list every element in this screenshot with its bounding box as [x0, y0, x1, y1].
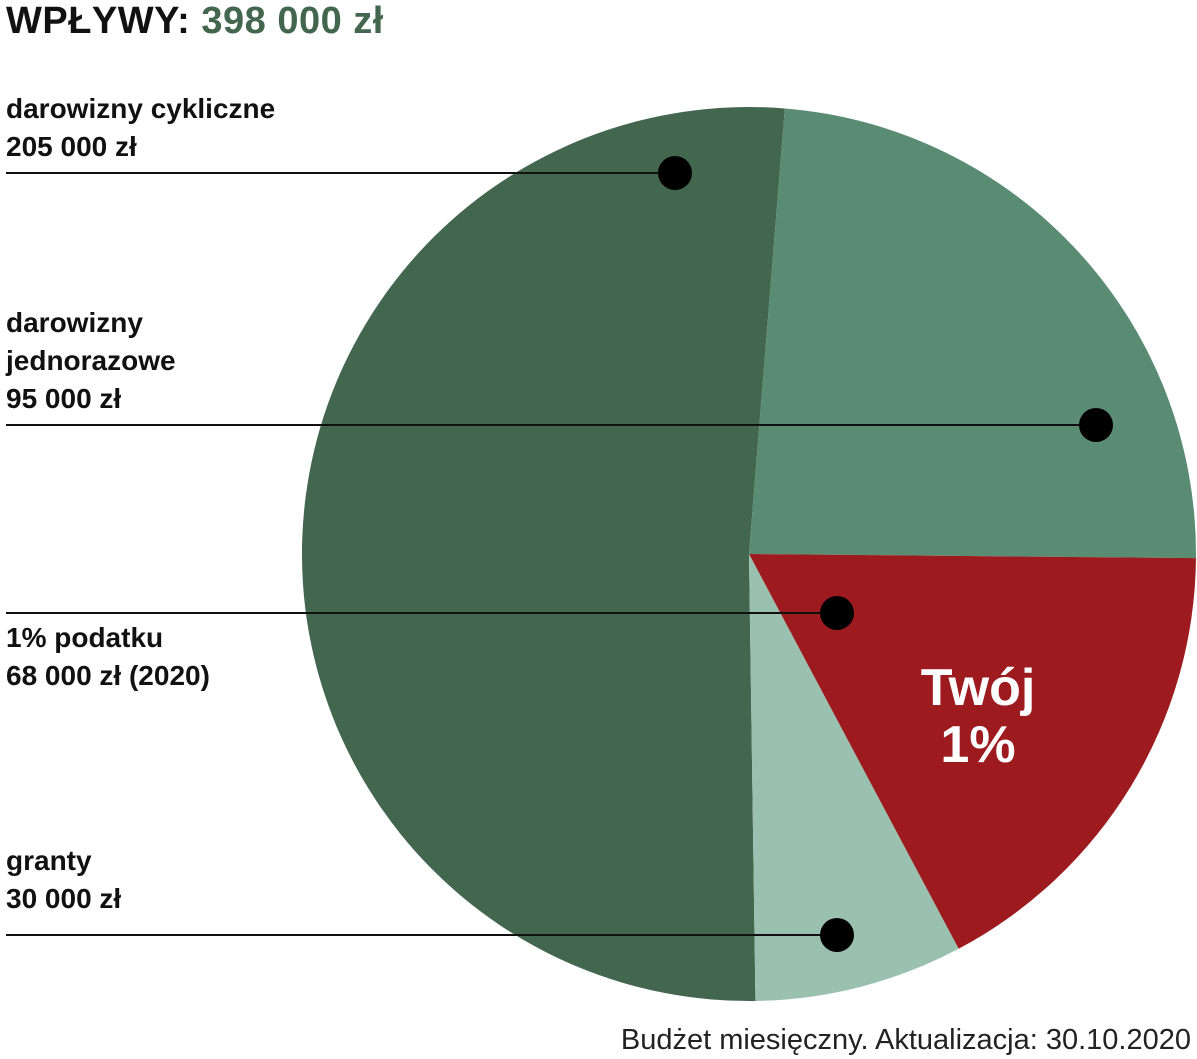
chart-title: WPŁYWY: 398 000 zł	[6, 0, 384, 43]
pie-slice-cykliczne	[301, 106, 785, 1001]
legend-value: 95 000 zł	[6, 383, 122, 414]
legend-name: 1% podatku	[6, 622, 164, 653]
legend-name: granty	[6, 845, 92, 876]
leader-lines	[6, 156, 1113, 952]
legend-name: darowizny cykliczne	[6, 93, 276, 124]
leader-dot-jednorazowe	[1079, 408, 1113, 442]
legend-value: 68 000 zł (2020)	[6, 660, 210, 691]
pie-slice-jednorazowe	[749, 108, 1196, 559]
title-label: WPŁYWY	[6, 0, 178, 42]
footnote: Budżet miesięczny. Aktualizacja: 30.10.2…	[620, 1024, 1191, 1056]
annotation-line-2: 1%	[940, 716, 1015, 774]
leader-dot-granty	[820, 918, 854, 952]
legend-label-podatek: 1% podatku 68 000 zł (2020)	[6, 619, 210, 695]
annotation-line-1: Twój	[921, 659, 1036, 717]
legend-value: 205 000 zł	[6, 131, 137, 162]
pie-slice-granty	[749, 554, 959, 1001]
pie-slices	[301, 106, 1196, 1001]
title-total: 398 000 zł	[201, 0, 384, 42]
leader-dot-podatek	[820, 596, 854, 630]
legend-label-cykliczne: darowizny cykliczne 205 000 zł	[6, 90, 275, 166]
legend-value: 30 000 zł	[6, 883, 122, 914]
legend-name-line-1: darowizny	[6, 307, 143, 338]
legend-label-jednorazowe: darowizny jednorazowe 95 000 zł	[6, 304, 176, 418]
pie-slice-podatek	[749, 554, 1196, 949]
leader-dot-cykliczne	[658, 156, 692, 190]
legend-label-granty: granty 30 000 zł	[6, 842, 121, 918]
title-colon: :	[177, 0, 191, 42]
legend-name-line-2: jednorazowe	[6, 345, 176, 376]
